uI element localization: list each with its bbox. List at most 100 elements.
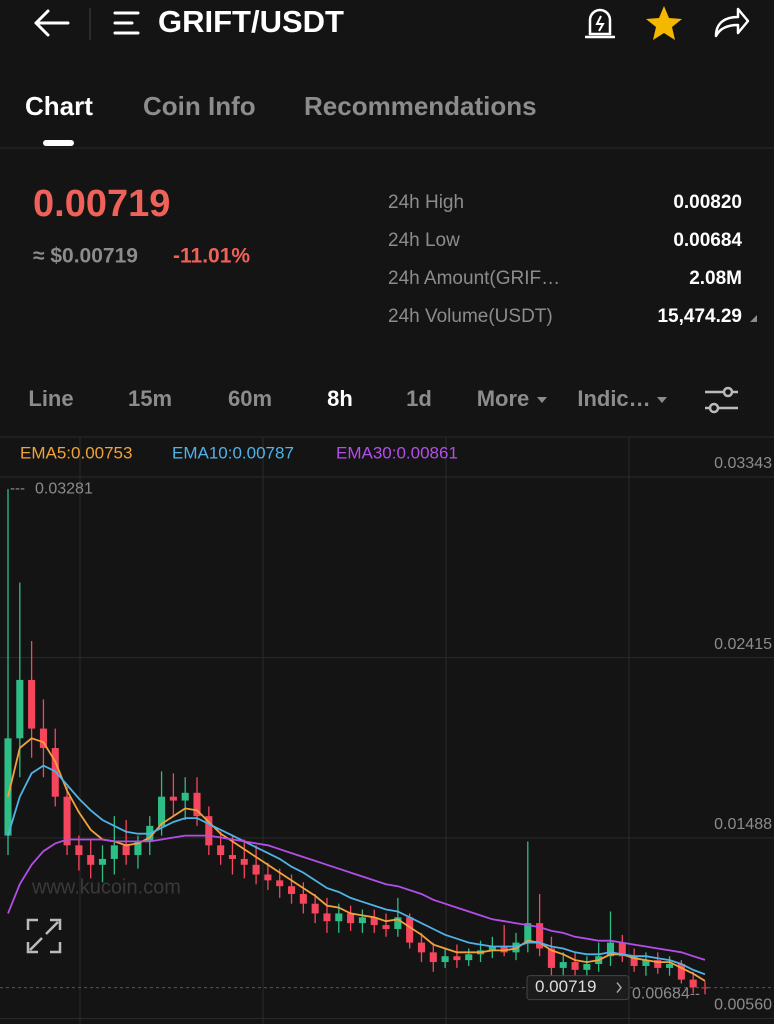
candle-body	[642, 960, 650, 966]
candle-body	[98, 858, 107, 865]
candle-body	[559, 962, 567, 968]
stat-label: 24h High	[388, 192, 464, 213]
candle-body	[500, 946, 508, 953]
stat-value: 0.00684	[673, 230, 742, 251]
candle-body	[618, 942, 626, 957]
watermark: www.kucoin.com	[31, 876, 181, 898]
candle-body	[158, 796, 166, 826]
candle-body	[677, 964, 685, 980]
candle-body	[453, 956, 461, 961]
candle-body	[571, 962, 579, 970]
last-price-tag[interactable]	[526, 975, 630, 1001]
candle-body	[134, 841, 142, 856]
candle-body	[16, 679, 24, 739]
y-tick-label: 0.02415	[714, 636, 772, 653]
tab[interactable]: Coin Info	[143, 91, 256, 121]
candle-body	[583, 964, 591, 970]
stat-label: 24h Low	[388, 230, 460, 251]
price-change: -11.01%	[173, 245, 250, 268]
last-price: 0.00719	[33, 183, 170, 225]
stats: 24h High 0.00820 24h Low 0.00684 24h Amount(…	[388, 192, 742, 327]
tab-indicator	[43, 140, 74, 146]
last-price-label: 0.00719	[535, 977, 596, 996]
candle-body	[370, 917, 378, 926]
y-tick-label: 0.03343	[714, 455, 772, 472]
candle-body	[311, 903, 319, 914]
candle-body	[429, 952, 437, 963]
candle-body	[110, 845, 118, 859]
candle-body	[28, 679, 36, 729]
candle-body	[406, 917, 414, 943]
chart-settings[interactable]	[705, 386, 738, 414]
candle-body	[252, 864, 260, 875]
favorite-button[interactable]	[646, 6, 682, 40]
candle-body	[394, 917, 402, 929]
legend-entry: EMA30:0.00861	[336, 443, 458, 462]
candle-body	[122, 845, 130, 856]
y-tick-label: 0.00560	[714, 997, 772, 1014]
chart: www.kucoin.com 0.00560 0.01488 0.02415 0.03…	[0, 437, 774, 1024]
candle-body	[465, 954, 473, 961]
interval-tab[interactable]: 60m	[228, 386, 272, 411]
usd-price: ≈ $0.00719	[33, 245, 138, 268]
candle-body	[654, 960, 662, 968]
interval-tab[interactable]: 1d	[406, 386, 432, 411]
dropdown-arrow	[537, 397, 547, 403]
interval-tab[interactable]: 15m	[128, 386, 172, 411]
candle-body	[347, 913, 355, 924]
stat-value: 2.08M	[689, 268, 742, 289]
candle-body	[630, 956, 638, 966]
interval-tab[interactable]: 8h	[327, 386, 353, 411]
legend-entry: EMA10:0.00787	[172, 443, 294, 462]
candle-body	[205, 816, 213, 846]
ema-line	[7, 737, 706, 982]
fullscreen-button[interactable]	[26, 918, 62, 954]
candle-body	[441, 956, 449, 963]
alert-button[interactable]	[585, 8, 615, 39]
tag-arrow	[616, 982, 622, 994]
candle-body	[181, 792, 189, 801]
candle-body	[287, 886, 296, 894]
candle-body	[536, 923, 544, 949]
candle-body	[240, 858, 248, 865]
tab[interactable]: Recommendations	[304, 91, 537, 121]
candle-body	[228, 855, 237, 859]
interval-tab[interactable]: Indic…	[577, 386, 650, 411]
candle-body	[524, 923, 532, 943]
candle-body	[606, 942, 615, 957]
candle-body	[264, 874, 272, 881]
stat-label: 24h Volume(USDT)	[388, 306, 553, 327]
candle-body	[323, 913, 331, 922]
candle-body	[193, 792, 201, 817]
y-tick-label: 0.01488	[714, 816, 772, 833]
menu-button[interactable]	[113, 11, 140, 35]
candle-body	[299, 893, 307, 904]
interval-tab[interactable]: More	[477, 386, 530, 411]
interval-tab[interactable]: Line	[28, 386, 73, 411]
candle-body	[63, 796, 71, 846]
candle-body	[335, 913, 343, 922]
low-marker-dash: --	[690, 985, 700, 1002]
stat-value: 15,474.29	[657, 306, 742, 327]
candle-body	[217, 845, 225, 856]
candle-body	[689, 979, 697, 988]
candle-body	[488, 946, 496, 951]
candle-body	[87, 855, 95, 865]
interval-bar: Line 15m 60m 8h 1d More Indic…	[28, 386, 650, 411]
candle-body	[75, 845, 83, 856]
tab[interactable]: Chart	[25, 91, 93, 121]
ema-line	[7, 834, 706, 961]
candle-body	[417, 942, 426, 953]
stat-value: 0.00820	[673, 192, 742, 213]
ema-line	[7, 764, 706, 976]
high-marker-dash: ---	[10, 480, 25, 497]
back-button[interactable]	[34, 9, 70, 37]
candle-body	[358, 917, 366, 924]
volume-toggle[interactable]	[750, 315, 757, 322]
candle-body	[382, 925, 390, 929]
share-button[interactable]	[714, 7, 750, 38]
pair-title: GRIFT/USDT	[158, 4, 344, 39]
low-marker: 0.00684	[632, 986, 690, 1003]
